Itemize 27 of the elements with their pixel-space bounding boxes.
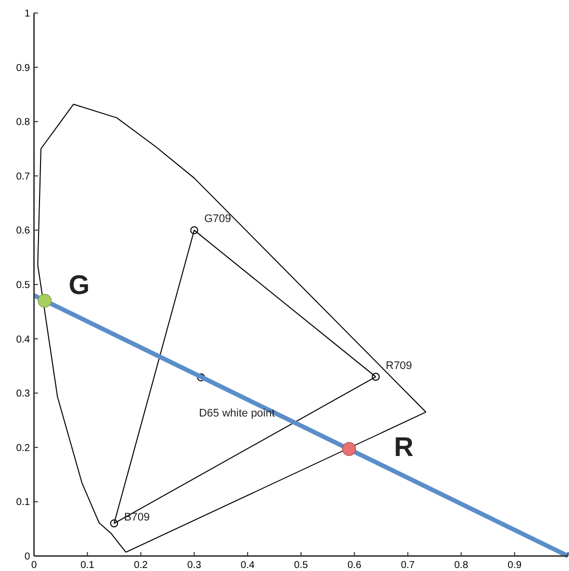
x-tick-label: 0.1: [80, 560, 95, 571]
annotation: B709: [124, 511, 150, 524]
y-tick-label: 1: [24, 8, 30, 20]
x-tick-label: 0.6: [347, 560, 362, 571]
y-tick-label: 0.6: [16, 226, 30, 237]
annotation: G: [68, 270, 90, 300]
x-tick-label: 0.2: [134, 560, 148, 571]
annotation: R: [394, 432, 414, 462]
y-tick-label: 0.3: [16, 388, 30, 400]
annotation: G709: [204, 213, 232, 226]
y-tick-label: 0.8: [16, 117, 30, 128]
y-tick-label: 0.5: [16, 280, 30, 291]
y-tick-label: 0.9: [16, 62, 30, 74]
x-tick-label: 0.5: [294, 560, 308, 571]
x-tick-label: 0.4: [240, 560, 255, 571]
annotation: R709: [386, 360, 412, 372]
y-tick-label: 0.1: [16, 497, 30, 508]
x-tick-label: 0.9: [508, 560, 522, 571]
y-tick-label: 0: [24, 552, 30, 562]
y-tick-label: 0.4: [16, 334, 30, 346]
x-tick-label: 0.3: [187, 560, 202, 571]
x-tick-label: 0: [31, 560, 38, 571]
x-tick-label: 0.7: [400, 560, 416, 571]
y-tick-label: 0.2: [16, 442, 30, 454]
annotation: D65 white point: [198, 407, 275, 420]
y-tick-label: 0.7: [16, 171, 30, 182]
x-tick-label: 0.8: [454, 560, 469, 571]
